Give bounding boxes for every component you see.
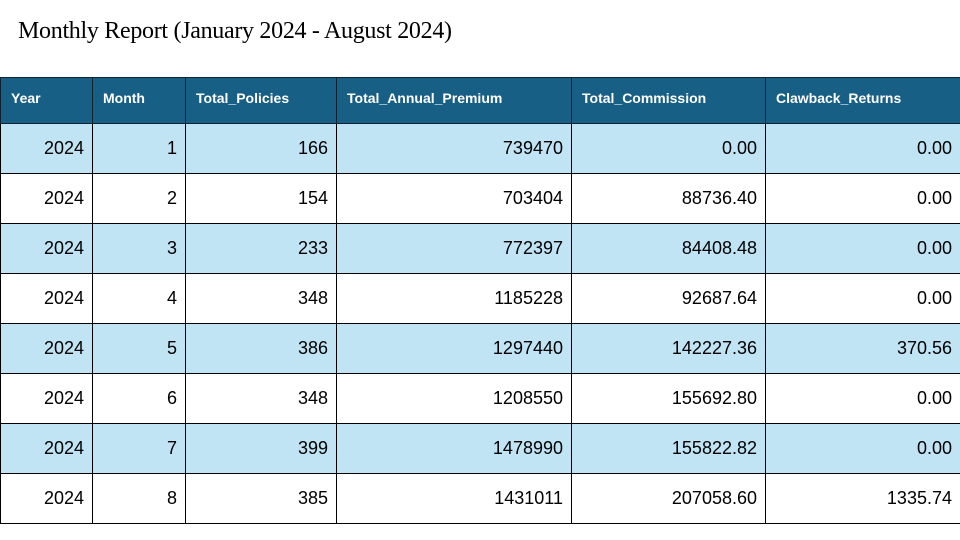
column-header-total-commission: Total_Commission [571,77,766,124]
total-policies-cell: 399 [185,423,337,474]
total-policies-cell: 348 [185,373,337,424]
total-annual-premium-cell: 703404 [336,173,572,224]
monthly-report-table: Year Month Total_Policies Total_Annual_P… [0,77,960,524]
total-commission-cell: 84408.48 [571,223,766,274]
month-cell: 1 [92,123,186,174]
clawback-returns-cell: 0.00 [765,173,960,224]
year-cell: 2024 [0,473,93,524]
clawback-returns-cell: 0.00 [765,273,960,324]
table-row: 2024 4 348 1185228 92687.64 0.00 [0,273,960,324]
table-row: 2024 1 166 739470 0.00 0.00 [0,123,960,174]
total-commission-cell: 88736.40 [571,173,766,224]
total-annual-premium-cell: 1431011 [336,473,572,524]
month-cell: 4 [92,273,186,324]
total-policies-cell: 233 [185,223,337,274]
total-commission-cell: 155822.82 [571,423,766,474]
clawback-returns-cell: 0.00 [765,223,960,274]
total-annual-premium-cell: 1478990 [336,423,572,474]
report-title: Monthly Report (January 2024 - August 20… [18,18,452,44]
year-cell: 2024 [0,323,93,374]
year-cell: 2024 [0,123,93,174]
year-cell: 2024 [0,273,93,324]
month-cell: 8 [92,473,186,524]
clawback-returns-cell: 0.00 [765,123,960,174]
clawback-returns-cell: 370.56 [765,323,960,374]
year-cell: 2024 [0,373,93,424]
table-row: 2024 8 385 1431011 207058.60 1335.74 [0,473,960,524]
total-commission-cell: 155692.80 [571,373,766,424]
clawback-returns-cell: 0.00 [765,423,960,474]
table-row: 2024 5 386 1297440 142227.36 370.56 [0,323,960,374]
column-header-total-annual-premium: Total_Annual_Premium [336,77,572,124]
year-cell: 2024 [0,423,93,474]
table-row: 2024 7 399 1478990 155822.82 0.00 [0,423,960,474]
year-cell: 2024 [0,223,93,274]
clawback-returns-cell: 0.00 [765,373,960,424]
table-header-row: Year Month Total_Policies Total_Annual_P… [0,77,960,124]
total-annual-premium-cell: 1208550 [336,373,572,424]
total-annual-premium-cell: 772397 [336,223,572,274]
total-policies-cell: 386 [185,323,337,374]
total-policies-cell: 385 [185,473,337,524]
month-cell: 7 [92,423,186,474]
column-header-year: Year [0,77,93,124]
table-row: 2024 6 348 1208550 155692.80 0.00 [0,373,960,424]
month-cell: 6 [92,373,186,424]
month-cell: 2 [92,173,186,224]
total-policies-cell: 154 [185,173,337,224]
total-commission-cell: 207058.60 [571,473,766,524]
total-policies-cell: 166 [185,123,337,174]
clawback-returns-cell: 1335.74 [765,473,960,524]
table-row: 2024 3 233 772397 84408.48 0.00 [0,223,960,274]
year-cell: 2024 [0,173,93,224]
total-annual-premium-cell: 1297440 [336,323,572,374]
total-annual-premium-cell: 739470 [336,123,572,174]
total-policies-cell: 348 [185,273,337,324]
month-cell: 3 [92,223,186,274]
total-annual-premium-cell: 1185228 [336,273,572,324]
column-header-month: Month [92,77,186,124]
table-row: 2024 2 154 703404 88736.40 0.00 [0,173,960,224]
total-commission-cell: 0.00 [571,123,766,174]
column-header-total-policies: Total_Policies [185,77,337,124]
column-header-clawback-returns: Clawback_Returns [765,77,960,124]
total-commission-cell: 142227.36 [571,323,766,374]
month-cell: 5 [92,323,186,374]
total-commission-cell: 92687.64 [571,273,766,324]
